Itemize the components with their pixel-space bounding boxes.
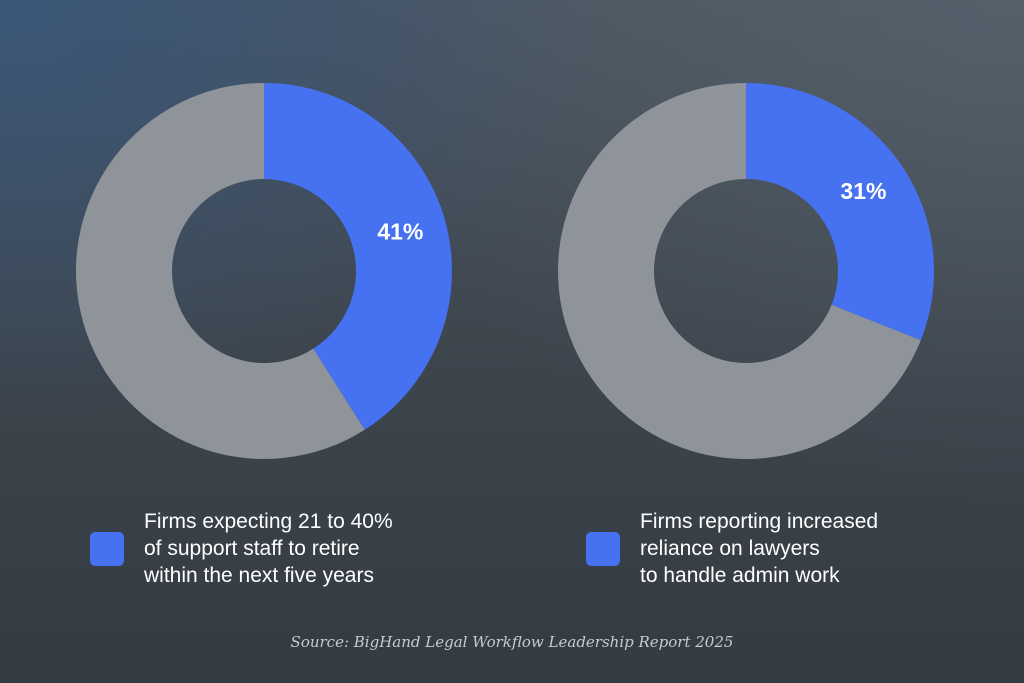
data-label: 31% [840, 178, 886, 204]
donut-slice-highlight [746, 83, 934, 341]
donut-slice-remainder [75, 83, 365, 459]
legend-line: to handle admin work [640, 564, 840, 587]
legend-line: Firms expecting 21 to 40% [144, 510, 393, 533]
source-caption: Source: BigHand Legal Workflow Leadershi… [290, 633, 734, 651]
donut-chart-2: 31% [558, 83, 934, 459]
donut-chart-1: 41% [75, 83, 452, 459]
legend-text-chart-1: Firms expecting 21 to 40% of support sta… [144, 508, 393, 589]
donut-slice-remainder [558, 83, 921, 459]
legend-swatch-chart-2 [586, 531, 620, 566]
data-label: 41% [377, 218, 423, 244]
donut-slice-highlight [264, 83, 452, 430]
legend-swatch-chart-1 [90, 531, 124, 566]
legend-chart-1: Firms expecting 21 to 40% of support sta… [90, 508, 393, 589]
legend-line: reliance on lawyers [640, 537, 820, 560]
legend-chart-2: Firms reporting increased reliance on la… [586, 508, 878, 589]
legend-text-chart-2: Firms reporting increased reliance on la… [640, 508, 878, 589]
legend-line: of support staff to retire [144, 537, 360, 560]
legend-line: Firms reporting increased [640, 510, 879, 533]
legend-line: within the next five years [144, 564, 374, 587]
